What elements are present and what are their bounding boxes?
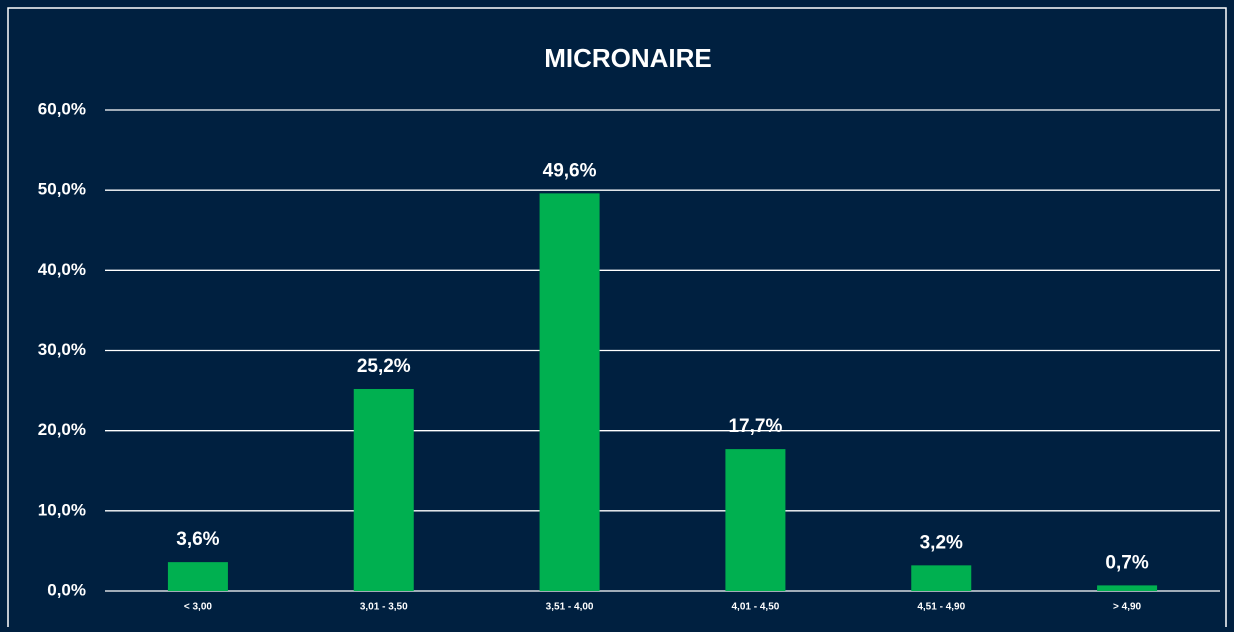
chart-title: MICRONAIRE [544, 43, 712, 73]
y-tick-label: 10,0% [38, 500, 86, 519]
y-tick-label: 50,0% [38, 180, 86, 199]
x-tick-label: 4,51 - 4,90 [917, 602, 965, 613]
value-label: 3,2% [920, 532, 963, 553]
value-label: 49,6% [543, 160, 597, 181]
bar [167, 562, 228, 591]
bar [539, 193, 600, 591]
y-tick-label: 60,0% [38, 99, 86, 118]
value-label: 0,7% [1105, 552, 1148, 573]
frame [7, 7, 1227, 632]
x-tick-label: > 4,90 [1113, 602, 1142, 613]
value-label: 3,6% [176, 529, 219, 550]
value-label: 25,2% [357, 356, 411, 377]
y-tick-label: 40,0% [38, 260, 86, 279]
x-tick-label: < 3,00 [184, 602, 213, 613]
y-tick-label: 0,0% [47, 580, 86, 599]
value-label: 17,7% [728, 416, 782, 437]
bar [911, 565, 972, 591]
bar [1097, 585, 1158, 591]
x-tick-label: 3,51 - 4,00 [546, 602, 594, 613]
y-tick-label: 30,0% [38, 340, 86, 359]
bar [353, 388, 414, 591]
bar [725, 449, 786, 591]
y-tick-label: 20,0% [38, 420, 86, 439]
x-tick-label: 3,01 - 3,50 [360, 602, 408, 613]
x-tick-label: 4,01 - 4,50 [732, 602, 780, 613]
